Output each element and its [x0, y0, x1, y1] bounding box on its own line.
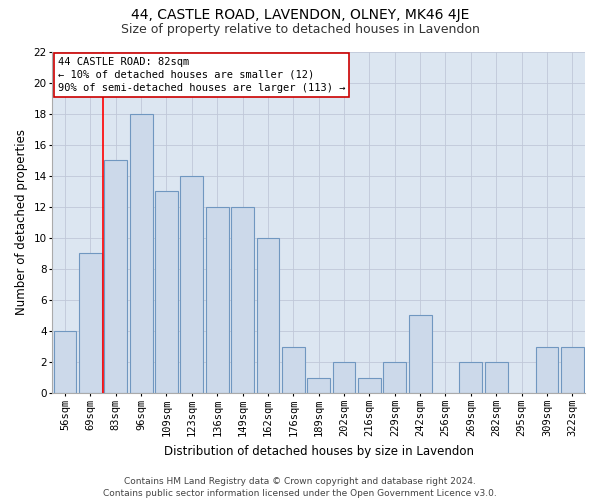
Bar [79, 254, 102, 393]
Bar [409, 316, 431, 393]
Text: 44 CASTLE ROAD: 82sqm
← 10% of detached houses are smaller (12)
90% of semi-deta: 44 CASTLE ROAD: 82sqm ← 10% of detached … [58, 56, 345, 93]
Text: 44, CASTLE ROAD, LAVENDON, OLNEY, MK46 4JE: 44, CASTLE ROAD, LAVENDON, OLNEY, MK46 4… [131, 8, 469, 22]
Bar [307, 378, 330, 393]
Bar [130, 114, 152, 393]
Bar [332, 362, 355, 393]
Bar [561, 346, 584, 393]
Bar [155, 191, 178, 393]
Bar [104, 160, 127, 393]
Bar [358, 378, 381, 393]
Text: Size of property relative to detached houses in Lavendon: Size of property relative to detached ho… [121, 22, 479, 36]
Text: Contains HM Land Registry data © Crown copyright and database right 2024.
Contai: Contains HM Land Registry data © Crown c… [103, 476, 497, 498]
Bar [536, 346, 559, 393]
Bar [485, 362, 508, 393]
Bar [206, 207, 229, 393]
Bar [231, 207, 254, 393]
Bar [53, 331, 76, 393]
Bar [257, 238, 280, 393]
Y-axis label: Number of detached properties: Number of detached properties [15, 130, 28, 316]
Bar [460, 362, 482, 393]
X-axis label: Distribution of detached houses by size in Lavendon: Distribution of detached houses by size … [164, 444, 473, 458]
Bar [181, 176, 203, 393]
Bar [282, 346, 305, 393]
Bar [383, 362, 406, 393]
